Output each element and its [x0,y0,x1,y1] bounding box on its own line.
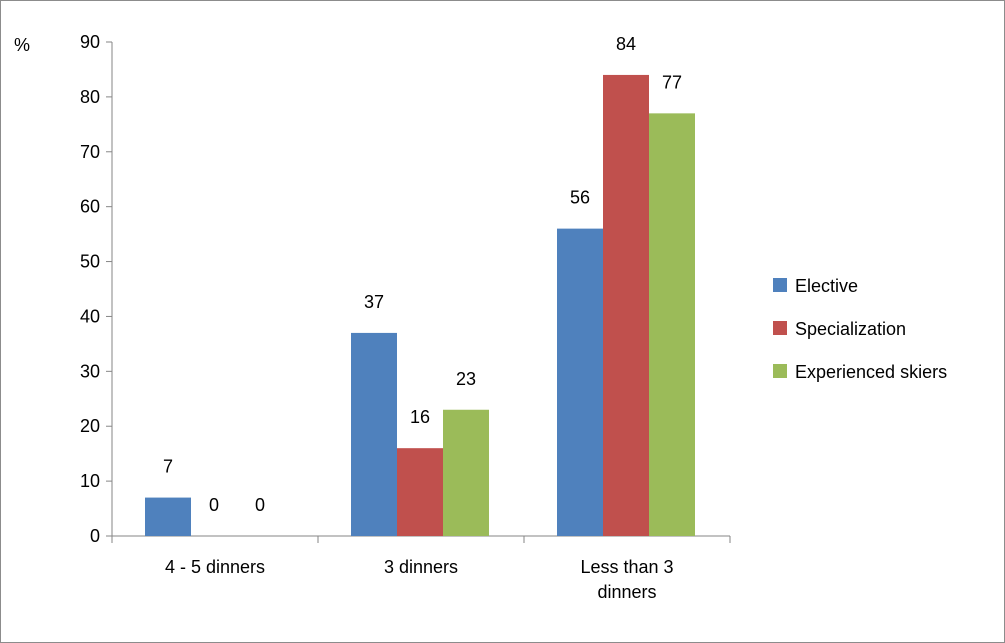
x-category-label-line: dinners [597,582,656,602]
data-label: 16 [410,407,430,427]
x-category-label-line: Less than 3 [580,557,673,577]
data-label: 56 [570,188,590,208]
legend-swatch-specialization [773,321,787,335]
legend-swatch-elective [773,278,787,292]
bar-elective [145,497,191,536]
bar-elective [351,332,397,536]
y-tick-label: 50 [80,252,100,272]
bar-specialization [603,74,649,536]
y-tick-label: 80 [80,87,100,107]
legend-label: Experienced skiers [795,362,947,382]
y-tick-label: 40 [80,306,100,326]
x-category-label: 3 dinners [384,557,458,577]
y-tick-label: 0 [90,526,100,546]
bar-experienced-skiers [649,113,695,536]
x-category-label: Less than 3 dinners [580,557,673,602]
data-label: 77 [662,72,682,92]
y-axis-unit-label: % [14,35,30,55]
legend: Elective Specialization Experienced skiers [773,276,947,382]
bar-specialization [397,448,443,536]
legend-swatch-experienced-skiers [773,364,787,378]
data-label: 37 [364,292,384,312]
bar-elective [557,228,603,536]
x-category-label: 4 - 5 dinners [165,557,265,577]
y-tick-label: 20 [80,416,100,436]
x-category-label-line: 3 dinners [384,557,458,577]
data-label: 7 [163,457,173,477]
x-category-label-line: 4 - 5 dinners [165,557,265,577]
data-label: 84 [616,34,636,54]
y-tick-label: 10 [80,471,100,491]
y-tick-label: 70 [80,142,100,162]
legend-label: Elective [795,276,858,296]
data-label: 23 [456,369,476,389]
y-tick-label: 90 [80,32,100,52]
y-tick-label: 60 [80,197,100,217]
legend-label: Specialization [795,319,906,339]
y-tick-label: 30 [80,361,100,381]
data-label: 0 [209,495,219,515]
data-label: 0 [255,495,265,515]
bar-experienced-skiers [443,409,489,536]
